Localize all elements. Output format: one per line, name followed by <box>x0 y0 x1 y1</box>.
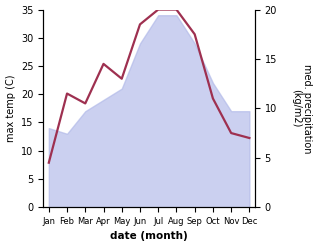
Y-axis label: max temp (C): max temp (C) <box>5 75 16 142</box>
Y-axis label: med. precipitation
(kg/m2): med. precipitation (kg/m2) <box>291 64 313 153</box>
X-axis label: date (month): date (month) <box>110 231 188 242</box>
